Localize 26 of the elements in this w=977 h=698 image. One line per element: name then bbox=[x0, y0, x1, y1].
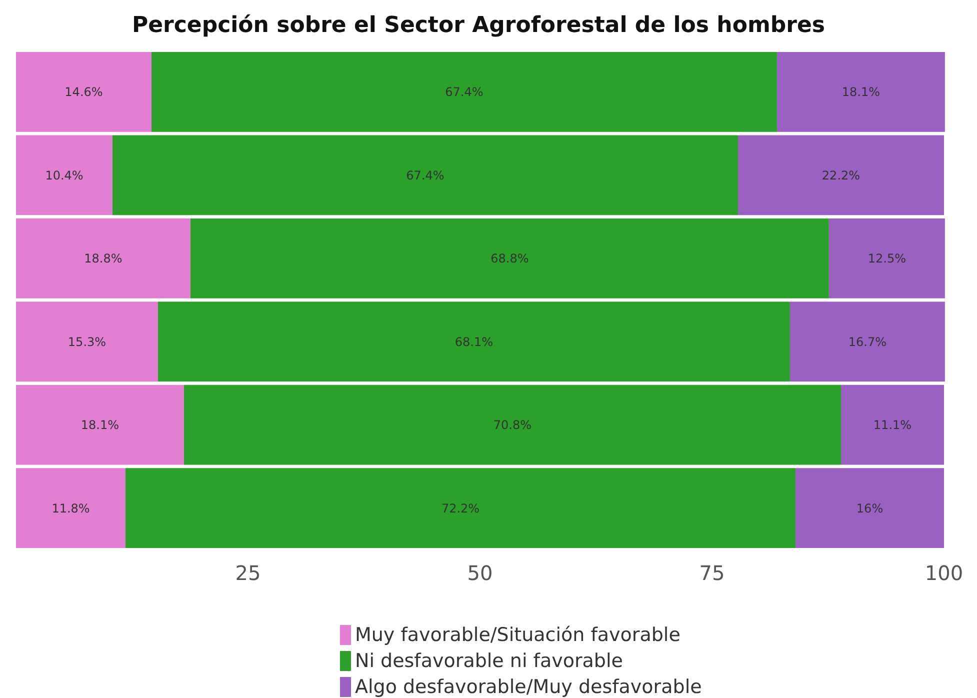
data-label: 67.4% bbox=[406, 168, 444, 182]
x-tick-label: 25 bbox=[235, 561, 261, 585]
legend-label: Algo desfavorable/Muy desfavorable bbox=[355, 676, 702, 698]
data-label: 12.5% bbox=[868, 252, 906, 266]
data-label: 18.1% bbox=[842, 85, 880, 100]
data-label: 67.4% bbox=[445, 85, 484, 100]
data-label: 18.1% bbox=[80, 418, 120, 432]
data-label: 10.4% bbox=[45, 168, 84, 182]
data-label: 14.6% bbox=[64, 85, 103, 100]
legend-label: Ni desfavorable ni favorable bbox=[355, 650, 623, 672]
data-label: 72.2% bbox=[441, 501, 480, 516]
data-label: 15.3% bbox=[68, 334, 106, 349]
data-label: 11.1% bbox=[873, 418, 912, 432]
x-tick-label: 50 bbox=[467, 561, 493, 585]
data-label: 68.8% bbox=[490, 252, 529, 266]
data-label: 22.2% bbox=[822, 168, 860, 182]
data-label: 68.1% bbox=[454, 334, 494, 349]
x-tick-label: 75 bbox=[699, 561, 725, 585]
data-label: 18.8% bbox=[84, 252, 122, 266]
legend-label: Muy favorable/Situación favorable bbox=[355, 624, 680, 646]
x-tick-label: 100 bbox=[924, 561, 964, 585]
data-label: 16.7% bbox=[848, 334, 887, 349]
data-label: 11.8% bbox=[52, 501, 90, 516]
chart-title: Percepción sobre el Sector Agroforestal de los hombres bbox=[132, 13, 825, 38]
data-label: 16% bbox=[856, 501, 884, 516]
data-label: 70.8% bbox=[493, 418, 532, 432]
